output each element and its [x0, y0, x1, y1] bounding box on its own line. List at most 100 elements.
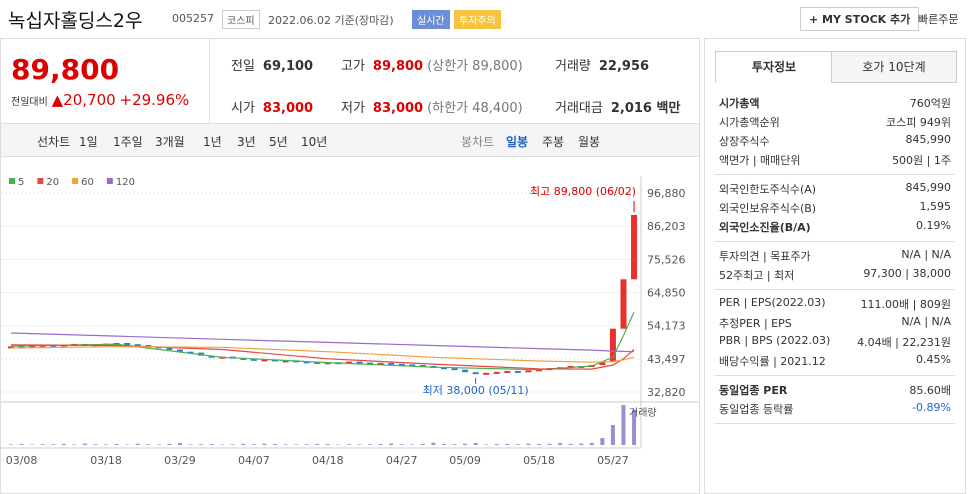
candle — [303, 361, 310, 364]
volume-bar — [61, 443, 66, 445]
volume-bar — [104, 444, 109, 445]
tab[interactable]: 호가 10단계 — [831, 51, 957, 83]
y-tick-label: 54,173 — [647, 320, 686, 333]
info-label: 52주최고 | 최저 — [719, 269, 795, 282]
info-row: 시가총액 760억원 — [719, 95, 951, 114]
candle — [609, 328, 616, 362]
info-row: PER | EPS(2022.03) 111.00배 | 809원 — [719, 296, 951, 315]
stat-label: 저가 — [341, 101, 365, 116]
candle — [29, 345, 36, 348]
info-label: 시가총액 — [719, 97, 760, 110]
badge: 투자주의 — [454, 10, 501, 29]
candle — [472, 372, 479, 375]
legend-label: 20 — [46, 177, 59, 188]
candle — [483, 372, 490, 375]
candle-tab[interactable]: 일봉 — [506, 135, 529, 149]
info-value: 코스피 949위 — [886, 116, 951, 129]
period-tab[interactable]: 3년 — [237, 135, 256, 149]
divider — [715, 289, 955, 290]
volume-bar — [494, 444, 499, 445]
stat-value: 2,016 백만 — [610, 101, 681, 116]
info-row: 액면가 | 매매단위 500원 | 1주 — [719, 152, 951, 171]
stat-label: 고가 — [341, 59, 365, 74]
period-tab[interactable]: 1년 — [203, 135, 222, 149]
x-tick-label: 04/18 — [312, 454, 344, 467]
volume-bar — [632, 409, 637, 445]
quick-order-button[interactable]: 빠른주문 — [918, 13, 959, 26]
stat-label: 시가 — [231, 101, 255, 116]
info-row: 동일업종 등락률 -0.89% — [719, 401, 951, 420]
info-row: 동일업종 PER 85.60배 — [719, 382, 951, 401]
change-label: 전일대비 — [11, 97, 48, 108]
info-label: 외국인한도주식수(A) — [719, 183, 817, 196]
candle — [261, 359, 268, 362]
legend-swatch — [72, 178, 79, 184]
main-panel: 89,800 전일대비 ▲20,700 +29.96% 전일 69,100 고가 89… — [0, 38, 700, 494]
candle — [124, 342, 131, 345]
candle — [409, 364, 416, 367]
market-badge: 코스피 — [222, 10, 260, 29]
y-tick-label: 96,880 — [647, 187, 686, 200]
info-value: 845,990 — [905, 133, 952, 146]
legend-swatch — [106, 178, 113, 184]
candle — [514, 370, 521, 373]
mystock-button[interactable]: + MY STOCK 추가 — [800, 7, 920, 31]
y-tick-label: 64,850 — [647, 287, 686, 300]
chart: 32,820 43,497 54,173 64,850 75,526 86,203 96,8… — [1, 176, 699, 467]
divider — [715, 375, 955, 376]
volume-bar — [304, 444, 309, 445]
period-tab[interactable]: 1주일 — [113, 135, 143, 149]
info-label: 액면가 | 매매단위 — [719, 154, 801, 167]
info-label: 시가총액순위 — [719, 116, 780, 129]
candle — [282, 360, 289, 363]
candle — [324, 362, 331, 365]
volume-bar — [368, 444, 373, 445]
period-tabs: 선차트 봉차트 1일 1주일 3개월 1년 3년 5년 10년 일봉 주봉 월봉 — [1, 123, 699, 157]
volume-bar — [537, 444, 541, 445]
stat: 거래량 22,956 — [555, 55, 649, 74]
legend-swatch — [9, 178, 15, 184]
x-tick-label: 05/18 — [523, 454, 555, 467]
x-tick-label: 03/18 — [90, 454, 122, 467]
stock-code: 005257 — [172, 12, 214, 25]
volume-bar — [230, 444, 235, 445]
info-value: 4.04배 | 22,231원 — [857, 336, 951, 349]
x-tick-label: 05/27 — [597, 454, 629, 467]
volume-bar — [346, 444, 351, 445]
candle — [620, 279, 627, 329]
volume-bar — [389, 443, 394, 445]
info-value: 85.60배 — [909, 384, 951, 397]
y-tick-label: 32,820 — [647, 386, 686, 399]
info-label: 외국인소진율(B/A) — [719, 221, 811, 234]
candle — [525, 370, 532, 373]
candle — [504, 370, 511, 373]
period-tab[interactable]: 3개월 — [155, 135, 185, 149]
volume-bar — [473, 443, 478, 445]
info-value: 0.19% — [916, 219, 951, 232]
candle-tab[interactable]: 월봉 — [578, 135, 601, 149]
period-tab[interactable]: 5년 — [269, 135, 288, 149]
info-value: 111.00배 | 809원 — [860, 298, 951, 311]
candle — [134, 344, 141, 347]
info-row: PBR | BPS (2022.03) 4.04배 | 22,231원 — [719, 334, 951, 353]
ma-line — [10, 332, 635, 353]
stat: 시가 83,000 — [231, 97, 313, 116]
period-tab[interactable]: 10년 — [301, 135, 328, 149]
volume-bar — [188, 444, 193, 445]
legend-label: 120 — [116, 177, 135, 188]
period-tab[interactable]: 1일 — [79, 135, 98, 149]
candle — [419, 365, 426, 368]
volume-bar — [146, 444, 151, 445]
candle-tab[interactable]: 주봉 — [542, 135, 565, 149]
legend-swatch — [37, 178, 44, 184]
info-value: 97,300 | 38,000 — [863, 267, 951, 280]
volume-bar — [505, 443, 510, 445]
price-box: 89,800 전일대비 ▲20,700 +29.96% — [1, 39, 210, 123]
volume-bar — [463, 443, 468, 445]
legend-label: 5 — [18, 177, 24, 188]
volume-bar — [420, 443, 425, 445]
tab[interactable]: 투자정보 — [715, 51, 833, 83]
x-tick-label: 04/07 — [238, 454, 270, 467]
stat-value: 83,000 — [372, 101, 424, 116]
